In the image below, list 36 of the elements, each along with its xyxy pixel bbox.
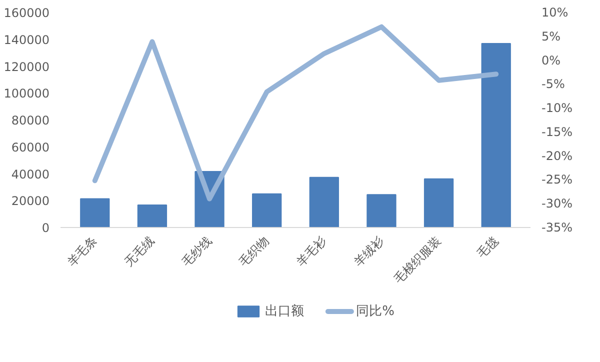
bar	[80, 198, 110, 228]
y-tick-label: 0	[42, 221, 50, 235]
y2-tick-label: -25%	[542, 172, 573, 187]
legend-label: 同比%	[356, 304, 394, 319]
y-tick-label: 20000	[11, 194, 50, 208]
x-tick-label: 无毛绒	[122, 234, 158, 269]
y2-tick-label: -15%	[542, 124, 573, 139]
y2-tick-label: -5%	[542, 77, 565, 92]
x-tick-label: 毛织物	[236, 234, 272, 269]
y-tick-label: 120000	[4, 60, 50, 74]
y2-tick-label: -10%	[542, 101, 573, 116]
y-tick-label: 80000	[11, 114, 50, 128]
x-tick-label: 毛纱线	[179, 234, 214, 269]
x-tick-label: 毛毯	[474, 234, 502, 260]
bar	[481, 43, 511, 228]
y-tick-label: 140000	[4, 32, 50, 47]
y-tick-label: 40000	[11, 167, 50, 182]
legend-label: 出口额	[264, 304, 304, 319]
y2-tick-label: -30%	[542, 196, 573, 211]
bar	[137, 204, 168, 228]
y-tick-label: 100000	[4, 86, 50, 101]
y2-tick-label: -35%	[542, 220, 573, 234]
bar	[309, 176, 339, 228]
bar	[252, 193, 282, 228]
y2-tick-label: -20%	[542, 148, 573, 163]
y2-tick-label: 5%	[542, 29, 561, 44]
y2-tick-label: 0%	[542, 53, 561, 68]
y2-tick-label: 10%	[542, 6, 568, 20]
x-tick-label: 羊绒衫	[351, 234, 386, 269]
x-tick-label: 羊毛条	[64, 234, 100, 269]
y-tick-label: 60000	[11, 140, 50, 154]
y-tick-label: 160000	[4, 6, 50, 20]
bar	[424, 178, 454, 228]
x-tick-label: 毛梭织服装	[391, 234, 444, 286]
bar	[366, 194, 396, 228]
x-tick-label: 羊毛衫	[294, 234, 330, 269]
